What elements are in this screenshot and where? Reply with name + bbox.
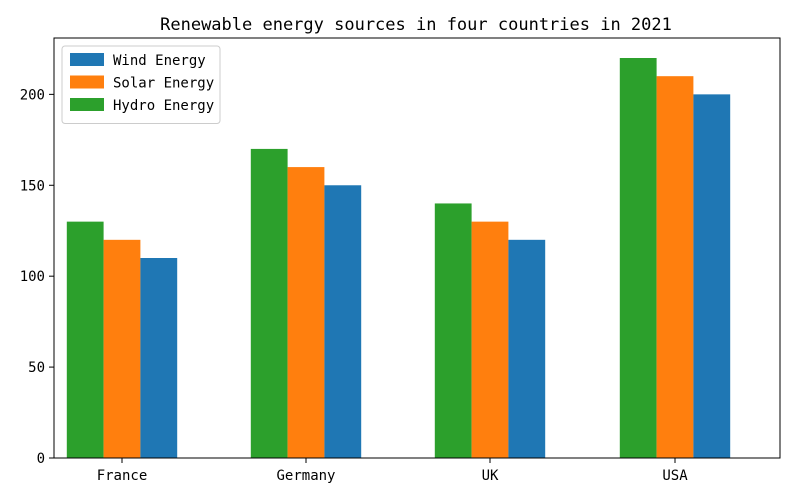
legend-label-wind-energy: Wind Energy [113, 53, 206, 69]
y-axis: 0 50 100 150 200 [20, 87, 54, 467]
y-tick-label: 0 [37, 451, 45, 467]
x-tick-label-usa: USA [662, 468, 688, 484]
x-tick-label-uk: UK [482, 468, 499, 484]
legend: Wind Energy Solar Energy Hydro Energy [62, 46, 220, 124]
bar-wind-energy-france [140, 258, 177, 458]
legend-swatch-wind-energy [70, 53, 104, 66]
bar-solar-energy-usa [657, 76, 694, 458]
bar-wind-energy-usa [693, 94, 730, 458]
bar-hydro-energy-germany [251, 149, 288, 458]
bar-solar-energy-germany [288, 167, 325, 458]
bar-solar-energy-france [104, 240, 141, 458]
x-tick-label-germany: Germany [276, 468, 335, 484]
bar-hydro-energy-france [67, 222, 104, 458]
bar-hydro-energy-uk [435, 203, 472, 458]
y-tick-label: 200 [20, 87, 45, 103]
y-tick-label: 50 [28, 360, 45, 376]
y-tick-label: 150 [20, 178, 45, 194]
chart-title: Renewable energy sources in four countri… [160, 15, 672, 35]
y-tick-label: 100 [20, 269, 45, 285]
bar-wind-energy-uk [508, 240, 545, 458]
bar-wind-energy-germany [324, 185, 361, 458]
legend-label-hydro-energy: Hydro Energy [113, 98, 214, 114]
bar-hydro-energy-usa [620, 58, 657, 458]
x-axis: France Germany UK USA [97, 458, 688, 484]
x-tick-label-france: France [97, 468, 148, 484]
bar-solar-energy-uk [472, 222, 509, 458]
legend-swatch-hydro-energy [70, 98, 104, 111]
legend-swatch-solar-energy [70, 76, 104, 89]
legend-label-solar-energy: Solar Energy [113, 76, 214, 92]
